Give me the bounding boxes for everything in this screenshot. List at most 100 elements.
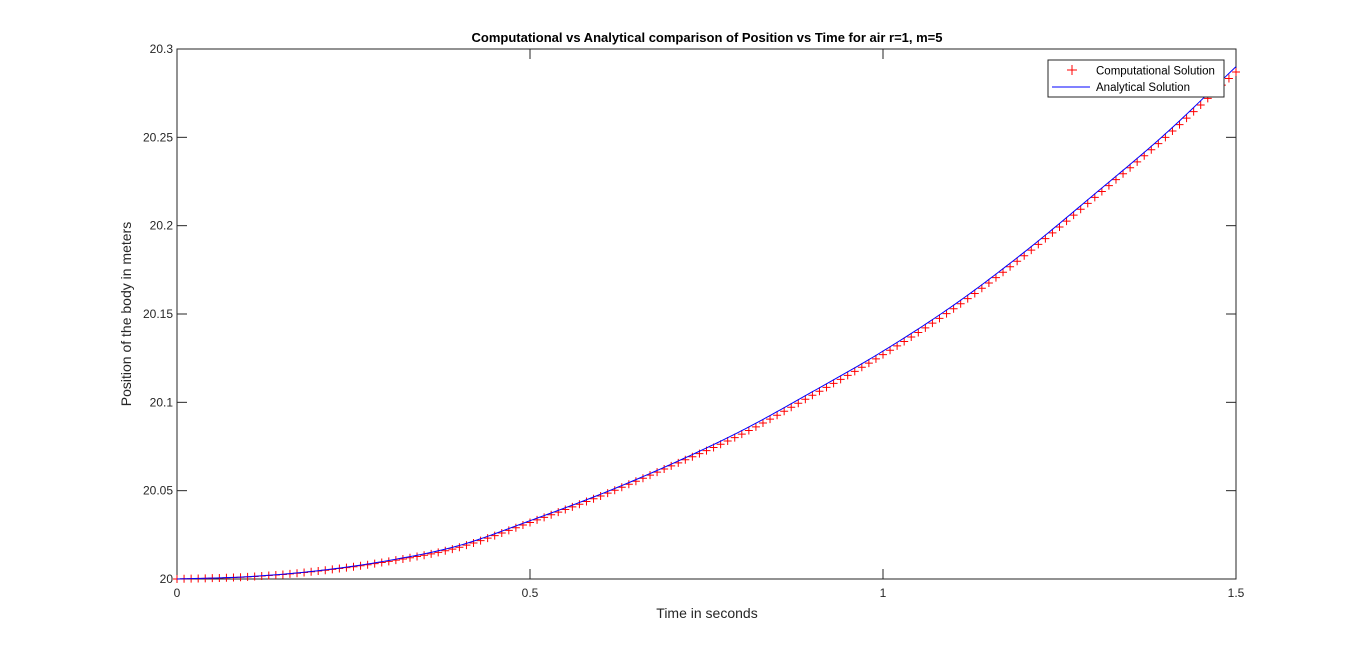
data-point-marker	[999, 268, 1008, 277]
data-point-marker	[893, 341, 902, 350]
legend-label-computational: Computational Solution	[1096, 66, 1215, 78]
data-point-marker	[561, 505, 570, 514]
data-point-marker	[596, 491, 605, 500]
data-point-marker	[991, 273, 1000, 282]
data-point-marker	[900, 337, 909, 346]
data-point-marker	[547, 510, 556, 519]
data-point-marker	[1048, 228, 1057, 237]
data-point-marker	[405, 553, 414, 562]
data-point-marker	[871, 354, 880, 363]
series-layer	[173, 66, 1240, 583]
data-point-marker	[455, 543, 464, 552]
data-point-marker	[483, 534, 492, 543]
data-point-marker	[1154, 139, 1163, 148]
data-point-marker	[907, 332, 916, 341]
legend-item-computational: Computational Solution	[1067, 65, 1215, 78]
data-point-marker	[1006, 262, 1015, 271]
x-axis-ticks: 0 0.5 1 1.5	[174, 49, 1245, 600]
data-point-marker	[1168, 127, 1177, 136]
data-point-marker	[1083, 199, 1092, 208]
data-point-marker	[1020, 251, 1029, 260]
data-point-marker	[963, 294, 972, 303]
data-point-marker	[794, 399, 803, 408]
data-point-marker	[886, 346, 895, 355]
data-point-marker	[568, 502, 577, 511]
x-tick-label: 0	[174, 586, 181, 600]
data-point-marker	[942, 309, 951, 318]
data-point-marker	[1111, 175, 1120, 184]
data-point-marker	[667, 461, 676, 470]
data-point-marker	[836, 375, 845, 384]
data-point-marker	[554, 508, 563, 517]
data-point-marker	[476, 536, 485, 545]
data-point-marker	[1189, 107, 1198, 116]
data-point-marker	[1062, 217, 1071, 226]
data-point-marker	[582, 497, 591, 506]
data-point-marker	[617, 483, 626, 492]
data-point-marker	[575, 500, 584, 509]
data-point-marker	[730, 433, 739, 442]
data-point-marker	[1133, 157, 1142, 166]
data-point-marker	[469, 538, 478, 547]
y-axis-label: Position of the body in meters	[118, 222, 134, 406]
data-point-marker	[773, 411, 782, 420]
data-point-marker	[829, 379, 838, 388]
data-point-marker	[1224, 74, 1233, 83]
data-point-marker	[956, 299, 965, 308]
y-tick-label: 20.15	[143, 307, 173, 321]
data-point-marker	[603, 489, 612, 498]
data-point-marker	[723, 436, 732, 445]
legend-label-analytical: Analytical Solution	[1096, 82, 1190, 94]
data-point-marker	[1182, 114, 1191, 123]
data-point-marker	[1104, 181, 1113, 190]
legend-marker-plus-icon	[1067, 65, 1077, 75]
plot-area	[176, 48, 1237, 580]
data-point-marker	[1232, 67, 1240, 76]
data-point-marker	[751, 422, 760, 431]
y-tick-label: 20.25	[143, 130, 173, 144]
data-point-marker	[497, 528, 506, 537]
data-point-marker	[1090, 193, 1099, 202]
data-point-marker	[1140, 151, 1149, 160]
data-point-marker	[462, 541, 471, 550]
data-point-marker	[1161, 133, 1170, 142]
data-point-marker	[921, 323, 930, 332]
data-point-marker	[949, 304, 958, 313]
data-point-marker	[822, 383, 831, 392]
data-point-marker	[1147, 145, 1156, 154]
data-point-marker	[589, 494, 598, 503]
y-tick-label: 20.1	[150, 395, 174, 409]
data-point-marker	[674, 458, 683, 467]
data-point-marker	[413, 552, 422, 561]
data-point-marker	[758, 419, 767, 428]
x-tick-label: 1	[880, 586, 887, 600]
data-point-marker	[540, 513, 549, 522]
data-point-marker	[610, 486, 619, 495]
data-point-marker	[1013, 257, 1022, 266]
data-point-marker	[1119, 169, 1128, 178]
data-point-marker	[977, 284, 986, 293]
data-point-marker	[928, 319, 937, 328]
data-point-marker	[518, 521, 527, 530]
data-point-marker	[1034, 240, 1043, 249]
data-point-marker	[857, 363, 866, 372]
series-markers-computational	[173, 67, 1240, 583]
data-point-marker	[914, 328, 923, 337]
data-point-marker	[801, 395, 810, 404]
chart-title: Computational vs Analytical comparison o…	[471, 30, 942, 45]
data-point-marker	[1055, 222, 1064, 231]
data-point-marker	[441, 546, 450, 555]
plot-axes: 0 0.5 1 1.5 20 20.05 20.1 20.15 20.2 20.25 20.3	[143, 42, 1245, 600]
data-point-marker	[1126, 163, 1135, 172]
data-point-marker	[808, 391, 817, 400]
data-point-marker	[624, 480, 633, 489]
y-tick-label: 20.3	[150, 42, 174, 56]
data-point-marker	[1076, 205, 1085, 214]
y-tick-label: 20.05	[143, 484, 173, 498]
x-axis-label: Time in seconds	[656, 605, 757, 621]
data-point-marker	[681, 455, 690, 464]
data-point-marker	[427, 549, 436, 558]
data-point-marker	[766, 415, 775, 424]
data-point-marker	[780, 407, 789, 416]
